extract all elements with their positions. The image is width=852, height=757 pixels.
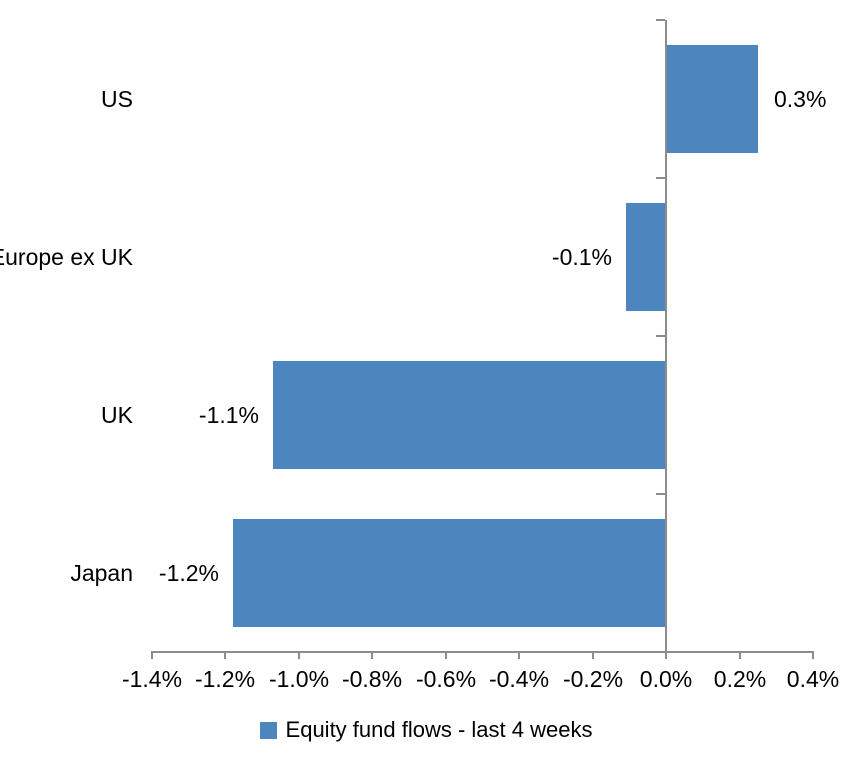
x-axis-tick <box>592 652 594 659</box>
zero-axis-line <box>665 20 667 659</box>
x-axis-line <box>151 651 814 653</box>
x-axis-tick-label: 0.0% <box>639 666 693 692</box>
x-axis-tick <box>224 652 226 659</box>
bar-uk <box>273 361 666 469</box>
bar-japan <box>233 519 666 627</box>
x-axis-tick <box>151 652 153 659</box>
x-axis-tick-label: -1.0% <box>268 666 330 692</box>
legend-label: Equity fund flows - last 4 weeks <box>285 717 593 742</box>
data-label-uk: -1.1% <box>198 401 259 428</box>
x-axis-tick-label: -0.4% <box>488 666 550 692</box>
category-axis-tick <box>656 493 665 495</box>
x-axis-tick-label: 0.4% <box>786 666 840 692</box>
category-axis-tick <box>656 335 665 337</box>
category-label-us: US <box>101 85 133 112</box>
category-axis-tick <box>656 19 665 21</box>
category-axis-tick <box>656 177 665 179</box>
data-label-us: 0.3% <box>774 85 827 112</box>
category-label-europe-ex-uk: Europe ex UK <box>0 243 133 270</box>
x-axis-tick-label: 0.2% <box>713 666 767 692</box>
x-axis-tick-label: -0.2% <box>562 666 624 692</box>
category-label-japan: Japan <box>70 559 133 586</box>
x-axis-tick-label: -1.2% <box>194 666 256 692</box>
legend: Equity fund flows - last 4 weeks <box>0 714 852 746</box>
legend-marker-square <box>259 721 277 739</box>
data-label-japan: -1.2% <box>158 559 219 586</box>
x-axis-tick <box>371 652 373 659</box>
category-label-uk: UK <box>101 401 133 428</box>
x-axis-tick <box>445 652 447 659</box>
bar-europe-ex-uk <box>626 203 666 311</box>
x-axis-tick <box>739 652 741 659</box>
x-axis-tick <box>298 652 300 659</box>
x-axis-tick <box>518 652 520 659</box>
data-label-europe-ex-uk: -0.1% <box>551 243 612 270</box>
bar-us <box>666 45 758 153</box>
x-axis-tick-label: -0.6% <box>415 666 477 692</box>
x-axis-tick-label: -1.4% <box>121 666 183 692</box>
x-axis-tick-label: -0.8% <box>341 666 403 692</box>
x-axis-tick <box>812 652 814 659</box>
